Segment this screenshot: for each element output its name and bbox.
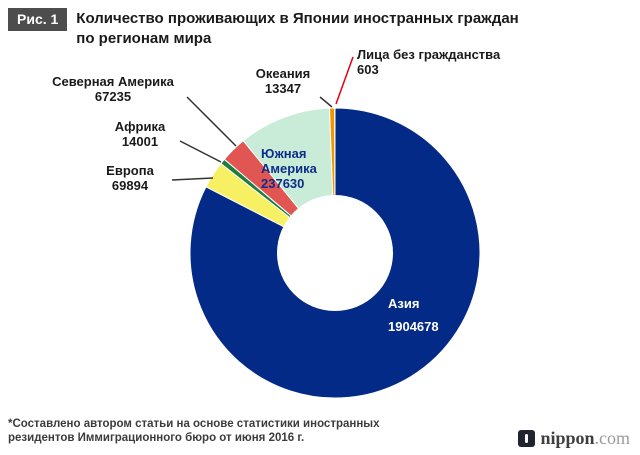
label-north-america-name: Северная Америка [52,74,174,89]
label-north-america-value: 67235 [94,89,132,104]
source-footnote-line2: резидентов Иммиграционного бюро от июня … [8,432,305,444]
label-south-america: Южная Америка 237630 [261,146,327,191]
label-africa: Африка 14001 [95,119,185,149]
label-asia: Азия 1904678 [388,296,439,334]
pie-segment-Азия [189,107,481,399]
label-oceania-value: 13347 [264,81,302,96]
leader-lines [171,56,354,181]
source-footnote: *Составлено автором статьи на основе ста… [8,417,380,445]
chart-title: Количество проживающих в Японии иностран… [76,8,518,49]
label-europe-value: 69894 [111,178,149,193]
figure-header: Рис. 1 Количество проживающих в Японии и… [8,8,632,49]
leader-line-africa [179,140,222,163]
donut-hole [277,195,393,311]
label-stateless-value: 603 [357,62,379,77]
chart-title-line2: по регионам мира [76,30,212,47]
label-north-america: Северная Америка 67235 [38,74,188,104]
nippon-logo[interactable]: nippon.com [518,428,631,448]
source-footnote-line1: *Составлено автором статьи на основе ста… [8,418,380,430]
label-africa-value: 14001 [121,134,159,149]
label-stateless: Лица без гражданства 603 [357,47,500,77]
label-asia-value: 1904678 [388,319,439,334]
label-oceania-name: Океания [255,66,311,81]
leader-line-oceania [319,96,333,108]
label-europe-name: Европа [106,163,154,178]
nippon-logo-name: nippon [540,428,595,448]
label-asia-name: Азия [388,296,420,311]
figure-number-badge: Рис. 1 [8,8,68,31]
label-stateless-name: Лица без гражданства [357,47,501,62]
label-south-america-name: Южная Америка [261,146,317,176]
label-south-america-value: 237630 [261,176,305,191]
leader-line-north-america [186,96,237,147]
label-africa-name: Африка [114,119,166,134]
leader-line-europe [171,177,214,181]
nippon-logo-tld: .com [594,428,631,448]
label-europe: Европа 69894 [85,163,175,193]
label-oceania: Океания 13347 [233,66,333,96]
nippon-logo-icon [518,430,536,447]
leader-line-stateless [335,56,354,105]
chart-title-line1: Количество проживающих в Японии иностран… [76,10,519,27]
nippon-logo-text: nippon.com [540,428,631,448]
